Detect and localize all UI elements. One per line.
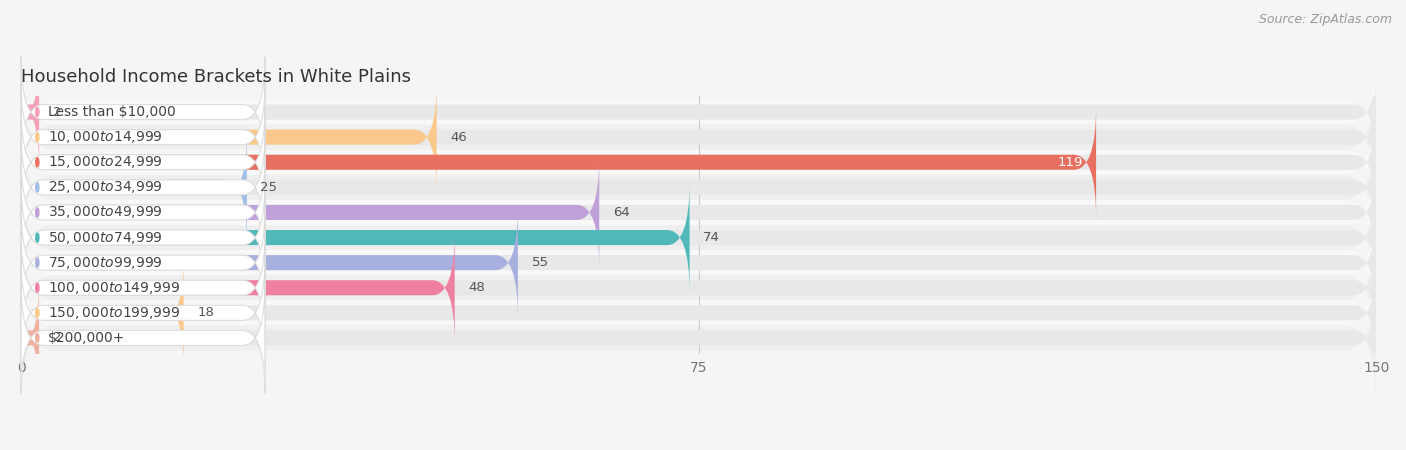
FancyBboxPatch shape — [21, 82, 437, 192]
FancyBboxPatch shape — [21, 137, 1376, 288]
FancyBboxPatch shape — [21, 107, 1376, 217]
FancyBboxPatch shape — [21, 238, 1376, 388]
Circle shape — [35, 183, 39, 192]
Circle shape — [35, 158, 39, 167]
FancyBboxPatch shape — [21, 207, 1376, 318]
FancyBboxPatch shape — [21, 107, 1097, 217]
Text: $35,000 to $49,999: $35,000 to $49,999 — [48, 204, 163, 220]
FancyBboxPatch shape — [21, 157, 1376, 268]
FancyBboxPatch shape — [21, 112, 1376, 263]
Text: 64: 64 — [613, 206, 630, 219]
Text: Source: ZipAtlas.com: Source: ZipAtlas.com — [1258, 14, 1392, 27]
FancyBboxPatch shape — [21, 187, 1376, 338]
Text: 48: 48 — [468, 281, 485, 294]
FancyBboxPatch shape — [21, 233, 264, 343]
Text: 55: 55 — [531, 256, 548, 269]
Text: 119: 119 — [1057, 156, 1083, 169]
FancyBboxPatch shape — [21, 82, 264, 192]
Text: 18: 18 — [197, 306, 214, 320]
Text: Household Income Brackets in White Plains: Household Income Brackets in White Plain… — [21, 68, 411, 86]
Circle shape — [35, 333, 39, 342]
Text: 25: 25 — [260, 181, 277, 194]
FancyBboxPatch shape — [21, 87, 1376, 238]
FancyBboxPatch shape — [21, 132, 264, 243]
FancyBboxPatch shape — [17, 283, 44, 393]
Text: $15,000 to $24,999: $15,000 to $24,999 — [48, 154, 163, 170]
FancyBboxPatch shape — [21, 132, 1376, 243]
FancyBboxPatch shape — [21, 258, 184, 368]
Text: $10,000 to $14,999: $10,000 to $14,999 — [48, 129, 163, 145]
FancyBboxPatch shape — [21, 233, 454, 343]
FancyBboxPatch shape — [21, 283, 1376, 393]
FancyBboxPatch shape — [21, 182, 1376, 293]
FancyBboxPatch shape — [21, 132, 247, 243]
Text: $50,000 to $74,999: $50,000 to $74,999 — [48, 230, 163, 246]
Circle shape — [35, 233, 39, 242]
FancyBboxPatch shape — [21, 182, 264, 293]
Circle shape — [35, 283, 39, 292]
Text: Less than $10,000: Less than $10,000 — [48, 105, 176, 119]
FancyBboxPatch shape — [21, 162, 1376, 313]
FancyBboxPatch shape — [21, 57, 264, 167]
Text: $100,000 to $149,999: $100,000 to $149,999 — [48, 280, 180, 296]
Text: 2: 2 — [52, 332, 60, 344]
Circle shape — [35, 258, 39, 267]
Circle shape — [35, 108, 39, 117]
FancyBboxPatch shape — [21, 157, 264, 268]
Text: 2: 2 — [52, 106, 60, 118]
Circle shape — [35, 133, 39, 142]
Text: $25,000 to $34,999: $25,000 to $34,999 — [48, 180, 163, 195]
FancyBboxPatch shape — [21, 182, 689, 293]
Text: $200,000+: $200,000+ — [48, 331, 125, 345]
FancyBboxPatch shape — [17, 57, 44, 167]
FancyBboxPatch shape — [21, 233, 1376, 343]
Text: 74: 74 — [703, 231, 720, 244]
Text: $75,000 to $99,999: $75,000 to $99,999 — [48, 255, 163, 270]
FancyBboxPatch shape — [21, 207, 517, 318]
FancyBboxPatch shape — [21, 283, 264, 393]
FancyBboxPatch shape — [21, 207, 264, 318]
Circle shape — [35, 208, 39, 217]
FancyBboxPatch shape — [21, 258, 264, 368]
FancyBboxPatch shape — [21, 263, 1376, 413]
FancyBboxPatch shape — [21, 258, 1376, 368]
FancyBboxPatch shape — [21, 82, 1376, 192]
FancyBboxPatch shape — [21, 37, 1376, 187]
Text: 46: 46 — [450, 130, 467, 144]
FancyBboxPatch shape — [21, 107, 264, 217]
Text: $150,000 to $199,999: $150,000 to $199,999 — [48, 305, 180, 321]
Circle shape — [35, 308, 39, 317]
FancyBboxPatch shape — [21, 62, 1376, 212]
FancyBboxPatch shape — [21, 57, 1376, 167]
FancyBboxPatch shape — [21, 212, 1376, 363]
FancyBboxPatch shape — [21, 157, 599, 268]
